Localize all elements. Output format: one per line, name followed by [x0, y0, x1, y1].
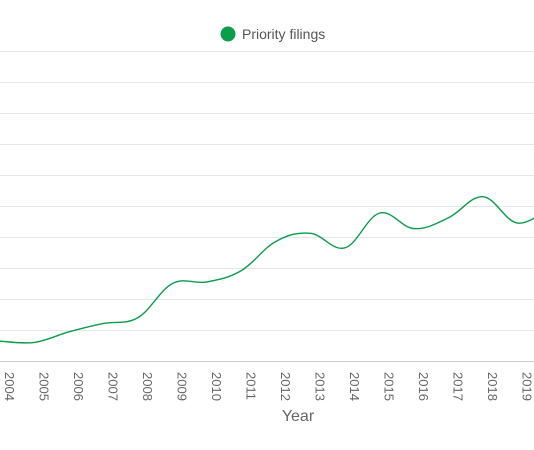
x-tick-label: 2018 [485, 372, 500, 401]
x-tick-label: 2004 [2, 372, 17, 401]
x-tick-label: 2012 [278, 372, 293, 401]
x-tick-label: 2008 [140, 372, 155, 401]
legend-swatch-icon [220, 26, 236, 42]
x-tick-label: 2015 [382, 372, 397, 401]
x-tick-label: 2011 [244, 372, 259, 400]
legend-label-priority-filings: Priority filings [242, 26, 325, 42]
x-tick-label: 2016 [416, 372, 431, 401]
x-axis-title: Year [282, 408, 315, 425]
x-tick-label: 2019 [520, 372, 534, 401]
x-tick-label: 2006 [71, 372, 86, 401]
x-tick-label: 2010 [209, 372, 224, 401]
x-tick-label: 2009 [175, 372, 190, 401]
x-tick-label: 2007 [106, 372, 121, 401]
x-tick-label: 2017 [451, 372, 466, 401]
gridlines [0, 51, 534, 331]
series-line-priority-filings[interactable] [0, 195, 534, 344]
x-tick-label: 2014 [347, 372, 362, 401]
x-tick-label: 2013 [313, 372, 328, 401]
x-axis-ticks: 2004 2005 2006 2007 2008 2009 2010 2011 2012 2013… [2, 372, 534, 401]
legend[interactable]: Priority filings [220, 26, 326, 42]
series-layer [0, 195, 534, 344]
x-tick-label: 2005 [37, 372, 52, 401]
